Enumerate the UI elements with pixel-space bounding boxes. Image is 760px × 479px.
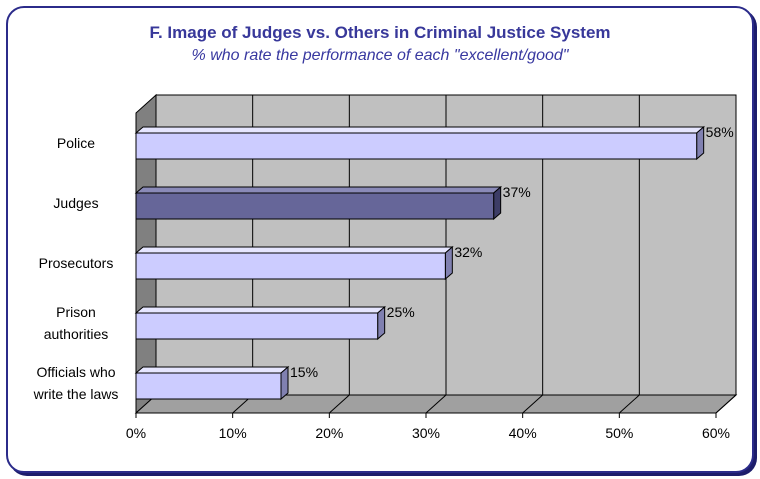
x-tick-label: 40%	[509, 425, 537, 441]
x-tick-label: 10%	[219, 425, 247, 441]
x-tick-label: 50%	[605, 425, 633, 441]
chart-title: F. Image of Judges vs. Others in Crimina…	[149, 23, 611, 42]
bar	[135, 132, 698, 160]
chart-subtitle: % who rate the performance of each "exce…	[191, 47, 569, 64]
category-label: Officials who	[36, 364, 115, 380]
x-tick-label: 30%	[412, 425, 440, 441]
x-tick-label: 20%	[315, 425, 343, 441]
category-label: write the laws	[33, 386, 119, 402]
bar-top	[134, 186, 503, 194]
bar-side	[493, 185, 502, 221]
bar-top	[134, 246, 454, 254]
bar-top	[134, 306, 387, 314]
bar-top	[134, 366, 290, 374]
floor-gridline	[618, 394, 640, 414]
x-tick-label: 0%	[126, 425, 146, 441]
floor-gridline	[522, 394, 544, 414]
bar	[135, 312, 379, 340]
data-label: 15%	[290, 364, 318, 380]
bar-side	[280, 365, 289, 401]
category-label: authorities	[44, 326, 109, 342]
bar-side	[377, 305, 386, 341]
data-label: 58%	[706, 124, 734, 140]
category-label: Prison	[56, 304, 96, 320]
bar	[135, 372, 282, 400]
data-label: 32%	[454, 244, 482, 260]
category-label: Police	[57, 135, 95, 151]
x-tick-label: 60%	[702, 425, 730, 441]
data-label: 37%	[503, 184, 531, 200]
category-label: Judges	[53, 195, 98, 211]
bar-side	[696, 125, 705, 161]
bar-top	[134, 126, 706, 134]
floor-gridline	[425, 394, 447, 414]
floor-gridline	[715, 394, 737, 414]
bar	[135, 192, 495, 220]
bar	[135, 252, 446, 280]
data-label: 25%	[387, 304, 415, 320]
category-label: Prosecutors	[39, 255, 114, 271]
bar-side	[444, 245, 453, 281]
floor-gridline	[328, 394, 350, 414]
